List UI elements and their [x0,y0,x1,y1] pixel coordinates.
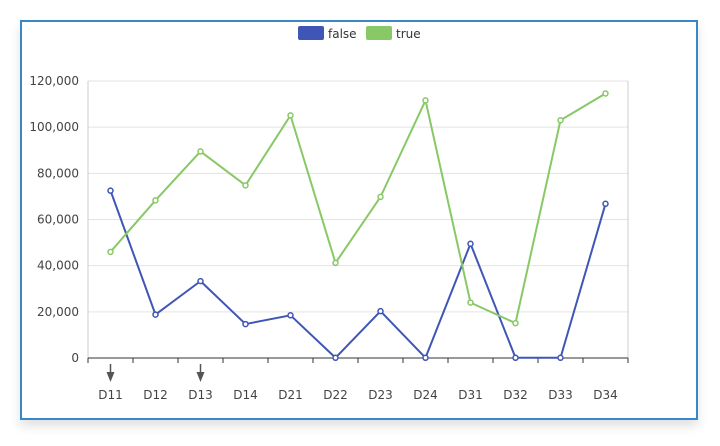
x-tick-label: D34 [593,388,618,402]
data-point[interactable] [332,259,339,267]
series-layer [107,90,609,362]
data-point[interactable] [602,200,609,208]
data-point[interactable] [242,182,249,189]
legend-label: false [328,27,357,41]
data-point[interactable] [242,320,249,328]
data-point[interactable] [152,311,159,318]
data-point[interactable] [467,299,474,306]
data-point[interactable] [152,197,159,204]
series-true[interactable] [107,90,609,327]
data-point[interactable] [197,277,204,285]
data-point[interactable] [557,116,564,124]
legend-item-true[interactable]: true [366,26,421,41]
x-tick-label: D11 [98,388,123,402]
x-tick-label: D14 [233,388,258,402]
data-point[interactable] [332,354,339,362]
series-line[interactable] [109,190,607,359]
y-tick-label: 60,000 [37,213,79,227]
data-point[interactable] [107,187,114,194]
data-point[interactable] [287,312,294,319]
data-point[interactable] [422,354,429,362]
data-point[interactable] [377,193,384,201]
x-tick-label: D33 [548,388,573,402]
x-tick-label: D22 [323,388,348,402]
x-tick-label: D13 [188,388,213,402]
x-tick-label: D21 [278,388,303,402]
annotation-markers [106,364,205,382]
data-point[interactable] [422,97,429,104]
data-point[interactable] [512,354,519,362]
data-point[interactable] [107,248,114,256]
data-point[interactable] [377,307,384,315]
arrow-down-icon [196,364,205,382]
data-point[interactable] [602,90,609,97]
y-tick-label: 40,000 [37,259,79,273]
data-point[interactable] [197,148,204,155]
y-axis: 0 20,000 40,000 60,000 80,000 100,000 120,000 [29,74,79,365]
data-point[interactable] [512,319,519,327]
y-tick-label: 80,000 [37,166,79,180]
x-tick-label: D24 [413,388,438,402]
x-axis: D11 D12 D13 D14 D21 D22 D23 D24 D31 D32 D33 D34 [87,357,629,402]
arrow-down-icon [106,364,115,382]
y-tick-label: 0 [71,351,79,365]
x-tick-label: D31 [458,388,483,402]
y-tick-label: 120,000 [29,74,79,88]
data-point[interactable] [557,354,564,362]
y-tick-label: 20,000 [37,305,79,319]
legend-swatch [298,26,324,40]
legend[interactable]: false true [298,26,421,41]
legend-item-false[interactable]: false [298,26,357,41]
data-point[interactable] [287,112,294,119]
x-tick-label: D12 [143,388,168,402]
y-tick-label: 100,000 [29,120,79,134]
x-tick-label: D32 [503,388,528,402]
data-point[interactable] [467,240,474,247]
legend-label: true [396,27,421,41]
series-line[interactable] [109,92,607,325]
grid [87,80,629,358]
legend-swatch [366,26,392,40]
series-false[interactable] [107,187,609,362]
x-tick-label: D23 [368,388,393,402]
